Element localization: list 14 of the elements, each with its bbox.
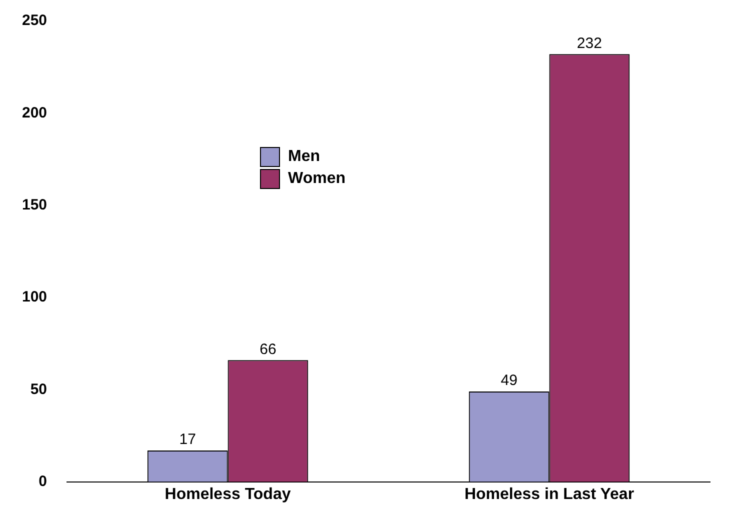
y-tick-label: 100 bbox=[22, 288, 48, 306]
y-tick-label: 50 bbox=[30, 380, 48, 398]
x-tick-label: Homeless in Last Year bbox=[464, 486, 634, 503]
y-tick-label: 0 bbox=[38, 472, 48, 490]
legend-label: Men bbox=[288, 148, 320, 166]
data-label: 66 bbox=[260, 340, 276, 358]
y-tick-label: 150 bbox=[22, 196, 48, 214]
y-tick-label: 250 bbox=[22, 12, 48, 30]
y-tick-label: 200 bbox=[22, 104, 48, 122]
data-label: 232 bbox=[576, 34, 602, 52]
x-tick-label: Homeless Today bbox=[164, 486, 291, 503]
data-label: 49 bbox=[500, 372, 518, 390]
legend-label: Women bbox=[288, 170, 346, 188]
data-label: 17 bbox=[179, 431, 196, 448]
